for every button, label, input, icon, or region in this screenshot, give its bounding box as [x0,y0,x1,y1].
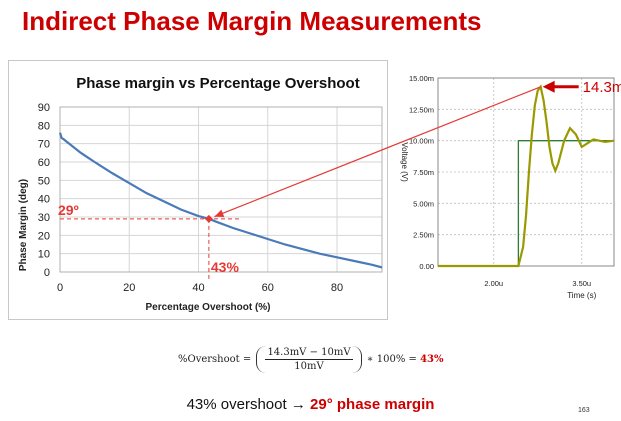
x-axis-label: Percentage Overshoot (%) [145,302,270,313]
slide-title: Indirect Phase Margin Measurements [22,6,482,36]
y-tick-label: 10.00m [409,137,434,146]
y-tick-label: 30 [38,212,50,224]
x-tick-labels: 0 20 40 60 80 [57,282,343,294]
y-tick-labels: 0.00 2.50m 5.00m 7.50m 10.00m 12.50m 15.00m [409,74,434,271]
marker-x-label: 43% [211,259,240,275]
formula-lhs: %Overshoot = [178,354,252,365]
y-tick-label: 20 [38,230,50,242]
y-tick-label: 12.50m [409,105,434,114]
y-tick-label: 0.00 [419,262,434,271]
x-axis-label: Time (s) [567,291,596,300]
formula-fraction: 14.3mV − 10mV 10mV [256,346,362,373]
y-tick-label: 40 [38,194,50,206]
x-tick-label: 60 [262,282,274,294]
x-tick-label: 20 [123,282,135,294]
y-tick-label: 70 [38,139,50,151]
page-number: 163 [578,407,590,414]
y-axis-label: Phase Margin (deg) [18,179,29,271]
y-tick-labels: 0 10 20 30 40 50 60 70 80 90 [38,102,50,279]
y-tick-label: 7.50m [413,168,434,177]
operating-point-marker [204,214,213,223]
marker-y-label: 29º [58,202,79,218]
y-tick-label: 10 [38,249,50,261]
y-tick-label: 80 [38,120,50,132]
x-tick-label: 2.00u [484,279,503,288]
formula-result: 43% [420,354,444,365]
y-tick-label: 0 [44,267,50,279]
x-tick-label: 40 [192,282,204,294]
summary-line: 43% overshoot → 29° phase margin [0,396,621,413]
summary-arrow-icon: → [290,396,306,413]
summary-text: 43% overshoot [186,396,287,413]
formula-numerator: 14.3mV − 10mV [265,347,353,360]
y-tick-label: 5.00m [413,199,434,208]
y-tick-label: 15.00m [409,74,434,83]
transient-response-chart: 0.00 2.50m 5.00m 7.50m 10.00m 12.50m 15.00m 2.… [400,74,615,300]
y-tick-label: 2.50m [413,231,434,240]
output-response-trace [438,84,615,268]
formula-denominator: 10mV [294,361,324,372]
summary-accent: 29° phase margin [310,396,435,413]
chart-title: Phase margin vs Percentage Overshoot [76,75,359,92]
formula-rhs: ∗ 100% = [366,354,417,365]
y-tick-label: 50 [38,175,50,187]
y-tick-label: 90 [38,102,50,114]
chart-grid [438,77,614,267]
x-tick-labels: 2.00u 3.50u [484,279,591,288]
phase-margin-chart: Phase margin vs Percentage Overshoot 0 10… [8,60,388,320]
y-axis-label: Voltage (V) [400,142,409,182]
x-tick-label: 80 [331,282,343,294]
overshoot-formula: %Overshoot = 14.3mV − 10mV 10mV ∗ 100% =… [178,346,444,373]
x-tick-label: 3.50u [572,279,591,288]
phase-margin-curve [58,132,383,269]
x-tick-label: 0 [57,282,63,294]
y-tick-label: 60 [38,157,50,169]
